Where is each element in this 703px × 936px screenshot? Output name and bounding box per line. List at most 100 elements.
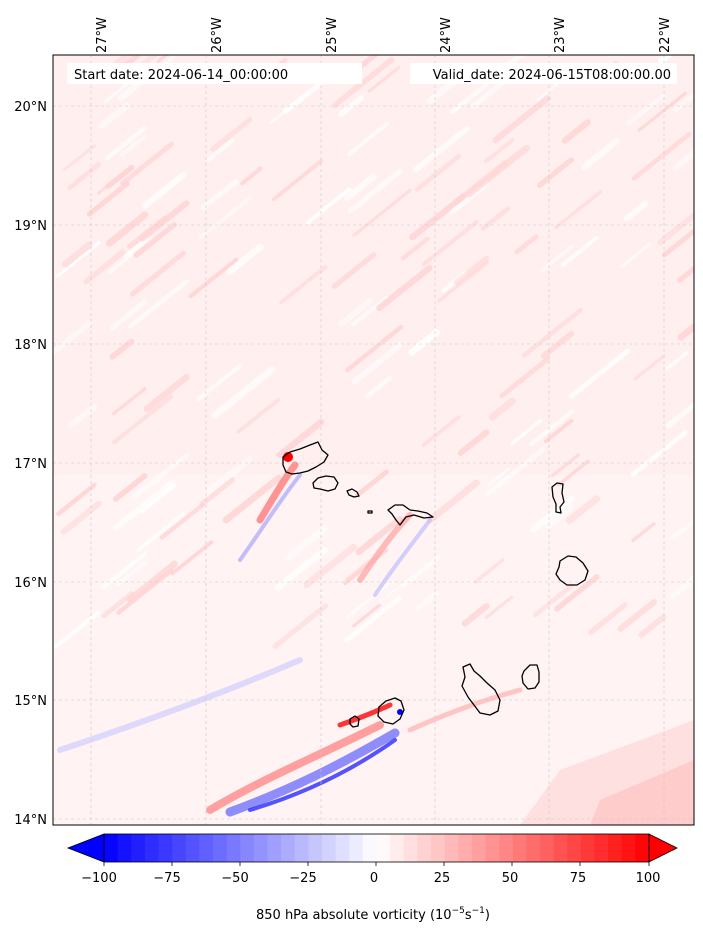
colorbar-bin xyxy=(349,834,364,862)
field-streak xyxy=(331,252,377,289)
field-streak xyxy=(109,338,135,360)
field-streak xyxy=(338,95,364,117)
field-streak xyxy=(488,397,516,421)
field-streak xyxy=(236,397,281,434)
colorbar-bin xyxy=(117,834,132,862)
field-streak xyxy=(279,264,328,305)
field-streak xyxy=(210,117,253,152)
field-streak xyxy=(283,80,324,114)
field-streak xyxy=(120,141,174,186)
field-streak xyxy=(131,452,190,500)
colorbar-bin xyxy=(376,834,391,862)
field-streak xyxy=(273,546,328,592)
field-streak xyxy=(400,236,430,261)
field-streak xyxy=(421,415,461,447)
colorbar-bin xyxy=(104,834,119,862)
field-streak xyxy=(669,575,694,599)
field-streak xyxy=(638,614,667,638)
field-streak xyxy=(338,297,373,327)
field-streak xyxy=(554,574,600,612)
field-streak xyxy=(86,181,130,217)
field-streak xyxy=(345,580,394,619)
colorbar-tick-label: 25 xyxy=(434,871,451,886)
coastlines xyxy=(282,441,589,728)
field-streak xyxy=(222,474,282,524)
field-streak xyxy=(211,366,276,420)
field-streak xyxy=(200,178,239,211)
field-streak xyxy=(544,504,575,530)
field-streak xyxy=(453,255,490,286)
field-streak xyxy=(543,418,574,444)
field-streak xyxy=(116,568,174,615)
colorbar-bin xyxy=(444,834,459,862)
lat-tick-15n: 15°N xyxy=(14,694,47,709)
start-date-box xyxy=(67,63,362,84)
field-streak xyxy=(408,328,441,356)
colorbar-bin xyxy=(580,834,596,862)
field-streak xyxy=(56,482,97,516)
field-streak xyxy=(343,173,378,202)
field-streak xyxy=(561,119,591,144)
field-streak xyxy=(112,473,148,502)
field-streak xyxy=(631,131,692,181)
field-streak xyxy=(108,252,134,274)
field-streak xyxy=(60,500,102,535)
field-streak xyxy=(343,595,403,643)
colorbar-bin xyxy=(144,834,160,862)
field-streak xyxy=(106,211,149,247)
field-streak xyxy=(560,235,599,267)
colorbar-bins xyxy=(104,834,650,862)
colorbar-bin xyxy=(308,834,323,862)
date-labels: Start date: 2024-06-14_00:00:00 Valid_da… xyxy=(67,63,677,84)
island-branco xyxy=(367,510,373,514)
field-streak xyxy=(240,166,263,186)
field-streak xyxy=(135,55,159,71)
field-streak xyxy=(284,524,329,562)
field-streak xyxy=(665,351,689,371)
wake-red-core xyxy=(337,702,393,728)
island-santa-luzia xyxy=(346,488,360,498)
colorbar-bin xyxy=(253,834,269,862)
field-streak xyxy=(63,144,96,172)
lat-tick-18n: 18°N xyxy=(14,338,47,353)
lon-tick-24w: 24°W xyxy=(439,17,454,53)
colorbar-bin xyxy=(199,834,214,862)
field-streak xyxy=(568,348,631,399)
colorbar-bin xyxy=(213,834,228,862)
field-streak xyxy=(206,138,235,162)
colorbar-bin xyxy=(322,834,337,862)
wake-red-east xyxy=(407,687,523,733)
wake-blue-south xyxy=(225,728,400,817)
field-streak xyxy=(415,590,440,611)
field-streak xyxy=(113,480,175,531)
colorbar-bin xyxy=(526,834,541,862)
colorbar-bin xyxy=(431,834,446,862)
colorbar-bin xyxy=(240,834,255,862)
field-streak xyxy=(331,56,395,109)
field-streak xyxy=(379,555,441,606)
colorbar-bin xyxy=(294,834,309,862)
wake-blue-west xyxy=(57,657,303,753)
colorbar-extend-min xyxy=(66,833,105,863)
field-streak xyxy=(626,93,666,126)
field-streak xyxy=(677,322,694,341)
field-streak xyxy=(539,245,574,273)
field-streak xyxy=(198,196,252,240)
field-streak xyxy=(367,66,401,93)
field-streak xyxy=(159,502,205,540)
valid-date-box xyxy=(410,63,677,84)
field-streak xyxy=(426,479,480,524)
wake-red-north xyxy=(256,461,299,524)
field-streak xyxy=(67,403,98,429)
field-streak xyxy=(115,560,147,587)
field-streak xyxy=(484,138,515,164)
field-streak xyxy=(351,295,389,327)
field-streak xyxy=(449,82,489,115)
colorbar-tick-label: −100 xyxy=(81,871,117,886)
field-streak xyxy=(529,409,574,447)
colorbar-bin xyxy=(458,834,473,862)
field-streak xyxy=(448,181,490,216)
field-streak xyxy=(101,591,134,619)
field-streak xyxy=(633,354,665,381)
field-streak xyxy=(465,144,530,198)
